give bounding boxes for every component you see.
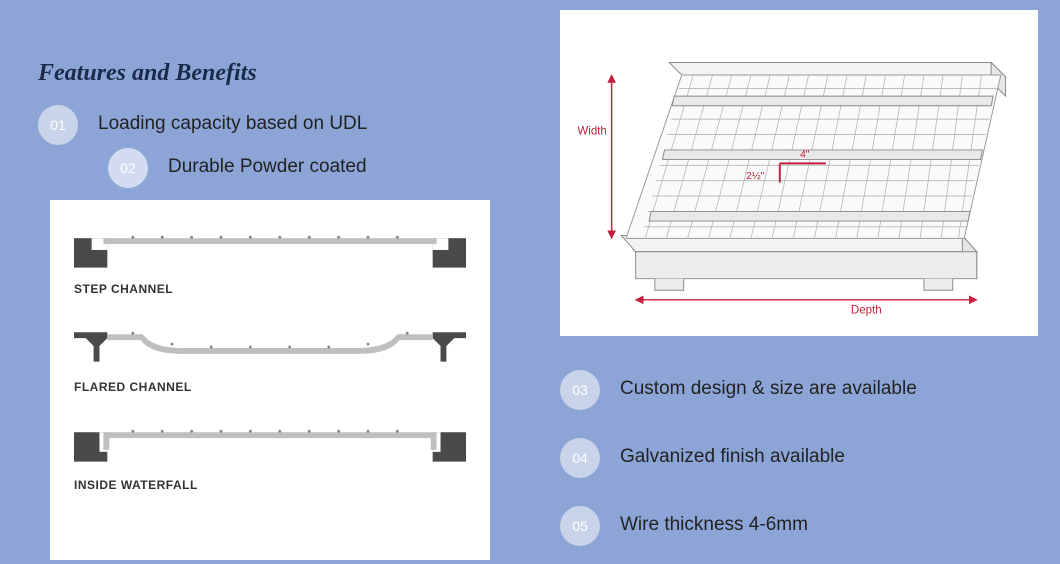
infographic-title: Features and Benefits xyxy=(38,60,257,87)
step-channel-label: STEP CHANNEL xyxy=(74,282,466,296)
profile-step-channel: STEP CHANNEL xyxy=(74,220,466,296)
flared-channel-label: FLARED CHANNEL xyxy=(74,380,466,394)
dim-b-label: 2½" xyxy=(746,170,765,182)
wire-deck-isometric: 4" 2½" Width Depth xyxy=(578,28,1020,318)
feature-badge-04: 04 xyxy=(560,438,600,478)
profile-flared-channel: FLARED CHANNEL xyxy=(74,318,466,394)
channel-profiles-panel: STEP CHANNEL FLARED CHANNEL xyxy=(50,200,490,560)
step-channel-diagram xyxy=(74,220,466,276)
feature-badge-05: 05 xyxy=(560,506,600,546)
depth-label: Depth xyxy=(851,304,882,316)
inside-waterfall-diagram xyxy=(74,416,466,472)
feature-text-03: Custom design & size are available xyxy=(620,378,917,400)
feature-text-04: Galvanized finish available xyxy=(620,446,845,468)
feature-text-01: Loading capacity based on UDL xyxy=(98,113,367,135)
flared-channel-diagram xyxy=(74,318,466,374)
wire-deck-diagram-panel: 4" 2½" Width Depth xyxy=(560,10,1038,336)
feature-badge-02: 02 xyxy=(108,148,148,188)
profile-inside-waterfall: INSIDE WATERFALL xyxy=(74,416,466,492)
feature-text-05: Wire thickness 4-6mm xyxy=(620,514,808,536)
inside-waterfall-label: INSIDE WATERFALL xyxy=(74,478,466,492)
feature-text-02: Durable Powder coated xyxy=(168,156,367,178)
feature-badge-01: 01 xyxy=(38,105,78,145)
width-label: Width xyxy=(578,126,607,138)
dim-a-label: 4" xyxy=(800,149,810,161)
feature-badge-03: 03 xyxy=(560,370,600,410)
